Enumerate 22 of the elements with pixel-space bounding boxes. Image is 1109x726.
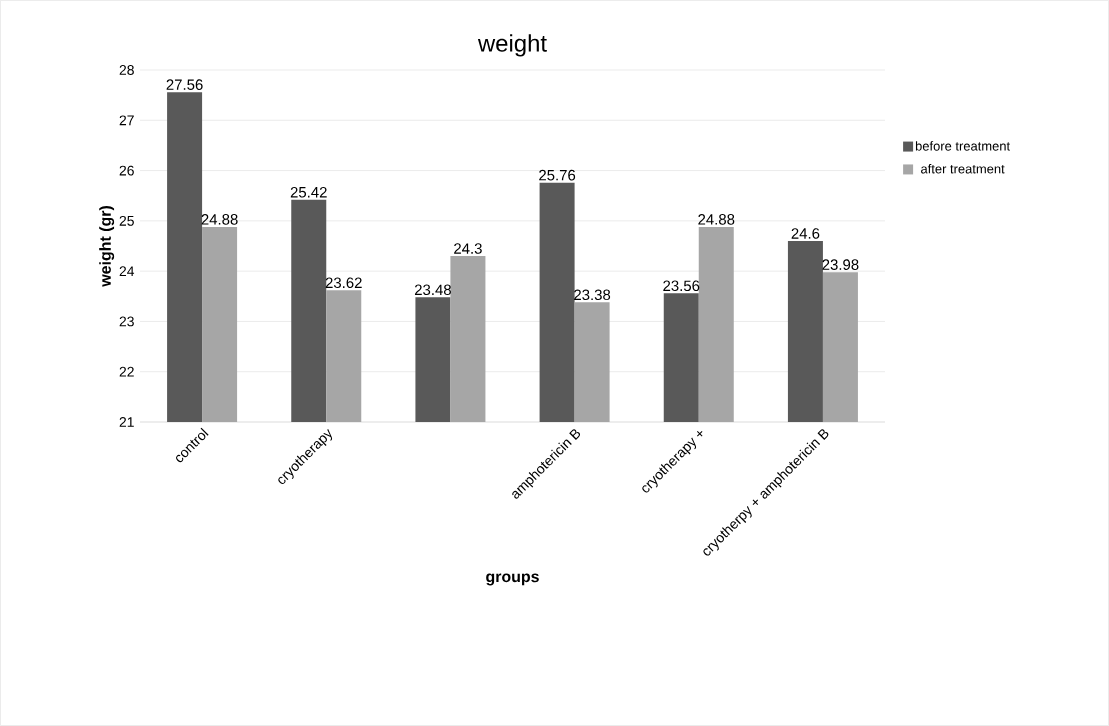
y-tick-label: 21 [119,417,134,427]
data-label: 23.38 [574,289,611,301]
data-label: 25.42 [290,186,327,198]
legend-label: before treatment [915,141,1011,151]
y-tick-label: 25 [119,215,134,226]
y-tick-label: 26 [119,165,134,176]
x-axis-title: groups [486,573,539,586]
data-label: 24.88 [698,214,735,225]
data-label: 27.56 [166,79,203,90]
chart-title: weight [477,34,547,57]
legend-label: after treatment [921,164,1005,174]
data-label: 23.56 [663,280,700,292]
y-tick-label: 22 [119,366,134,377]
data-label: 24.3 [454,243,482,254]
y-tick-label: 23 [119,316,134,327]
data-label: 23.48 [414,284,451,296]
data-label: 25.76 [539,169,576,181]
y-tick-label: 24 [119,266,135,277]
y-tick-label: 27 [119,115,134,126]
data-label: 24.6 [791,228,820,239]
y-axis-title: weight (gr) [99,206,115,287]
y-tick-label: 28 [119,65,134,75]
